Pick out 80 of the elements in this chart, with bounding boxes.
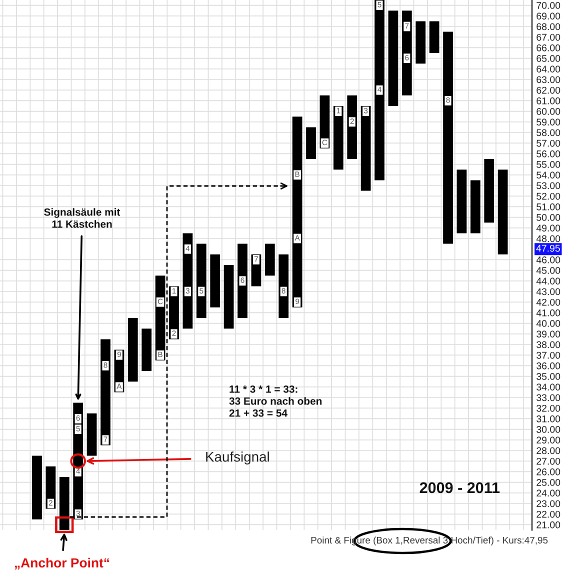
y-tick-label: 69.00 bbox=[536, 12, 560, 20]
y-tick-label: 53.00 bbox=[536, 182, 560, 190]
bar bbox=[128, 318, 138, 382]
annotation: Kaufsignal bbox=[206, 452, 269, 464]
y-tick-label: 61.00 bbox=[536, 97, 560, 104]
bar bbox=[456, 170, 467, 234]
y-tick-label: 32.00 bbox=[536, 404, 560, 412]
bar bbox=[484, 159, 494, 223]
y-tick-label: 54.00 bbox=[536, 172, 560, 179]
y-tick-label: 55.00 bbox=[536, 161, 560, 168]
text: „Anchor Point“ bbox=[14, 558, 110, 570]
y-tick-label: 67.00 bbox=[536, 34, 560, 41]
y-tick-label: 31.00 bbox=[536, 415, 560, 422]
bar bbox=[306, 127, 316, 159]
y-tick-label: 62.00 bbox=[536, 86, 560, 94]
y-tick-label: 28.00 bbox=[536, 447, 560, 454]
text: 47.95 bbox=[536, 244, 560, 252]
bar bbox=[196, 244, 206, 318]
y-tick-label: 59.00 bbox=[536, 118, 560, 126]
y-tick-label: 41.00 bbox=[536, 309, 560, 316]
annotation: 11 * 3 * 1 = 33: 33 Euro nach oben 21 + 33 = 54 bbox=[229, 385, 322, 417]
y-tick-label: 68.00 bbox=[536, 23, 560, 30]
y-tick-label: 30.00 bbox=[536, 426, 560, 433]
y-tick-label: 49.00 bbox=[536, 224, 560, 232]
bar bbox=[278, 254, 289, 318]
y-tick-label: 36.00 bbox=[536, 362, 560, 370]
y-tick-label: 48.00 bbox=[536, 235, 560, 242]
annotation: Signalsäule mit 11 Kästchen bbox=[44, 208, 120, 228]
bar bbox=[443, 32, 453, 244]
y-tick-label: 22.00 bbox=[536, 510, 560, 518]
bar bbox=[416, 21, 426, 64]
y-tick-label: 42.00 bbox=[536, 298, 560, 306]
y-tick-label: 52.00 bbox=[536, 192, 560, 200]
bar bbox=[32, 456, 42, 520]
bar bbox=[374, 0, 384, 180]
y-tick-label: 23.00 bbox=[536, 500, 560, 508]
y-tick-label: 37.00 bbox=[536, 352, 560, 359]
y-tick-label: 38.00 bbox=[536, 341, 560, 348]
y-tick-label: 65.00 bbox=[536, 55, 560, 62]
y-tick-label: 64.00 bbox=[536, 66, 560, 73]
text: 2009 - 2011 bbox=[420, 482, 500, 494]
bar bbox=[470, 180, 480, 234]
y-tick-label: 66.00 bbox=[536, 44, 560, 52]
y-tick-label: 44.00 bbox=[536, 278, 560, 285]
y-tick-label: 50.00 bbox=[536, 214, 560, 221]
y-tick-label: 27.00 bbox=[536, 458, 560, 465]
y-tick-label: 33.00 bbox=[536, 394, 560, 402]
y-tick-label: 46.00 bbox=[536, 256, 560, 264]
y-tick-label: 60.00 bbox=[536, 108, 560, 115]
bar bbox=[59, 477, 70, 530]
y-tick-label: 39.00 bbox=[536, 330, 560, 338]
bar bbox=[388, 10, 398, 106]
bar bbox=[86, 413, 97, 456]
y-tick-label: 57.00 bbox=[536, 140, 560, 147]
bar bbox=[347, 95, 358, 159]
y-tick-label: 43.00 bbox=[536, 288, 560, 296]
y-tick-label: 40.00 bbox=[536, 320, 560, 327]
y-tick-label: 26.00 bbox=[536, 468, 560, 476]
y-tick-label: 34.00 bbox=[536, 384, 560, 391]
y-tick-label: 45.00 bbox=[536, 267, 560, 274]
y-tick-label: 25.00 bbox=[536, 479, 560, 486]
bar bbox=[498, 170, 508, 254]
bar bbox=[264, 244, 275, 276]
y-tick-label: 58.00 bbox=[536, 129, 560, 136]
bar bbox=[210, 254, 220, 308]
y-tick-label: 63.00 bbox=[536, 76, 560, 84]
bar bbox=[224, 265, 234, 329]
y-tick-label: 56.00 bbox=[536, 150, 560, 158]
y-tick-label: 24.00 bbox=[536, 490, 560, 497]
bar bbox=[292, 116, 302, 308]
bar bbox=[142, 328, 152, 371]
bar bbox=[429, 21, 440, 53]
y-tick-label: 70.00 bbox=[536, 2, 560, 9]
y-tick-label: 21.00 bbox=[536, 521, 560, 528]
y-tick-label: 29.00 bbox=[536, 436, 560, 444]
y-tick-label: 35.00 bbox=[536, 373, 560, 380]
bar bbox=[238, 244, 248, 318]
y-tick-label: 51.00 bbox=[536, 203, 560, 210]
bar bbox=[333, 106, 344, 170]
bar bbox=[360, 106, 371, 191]
